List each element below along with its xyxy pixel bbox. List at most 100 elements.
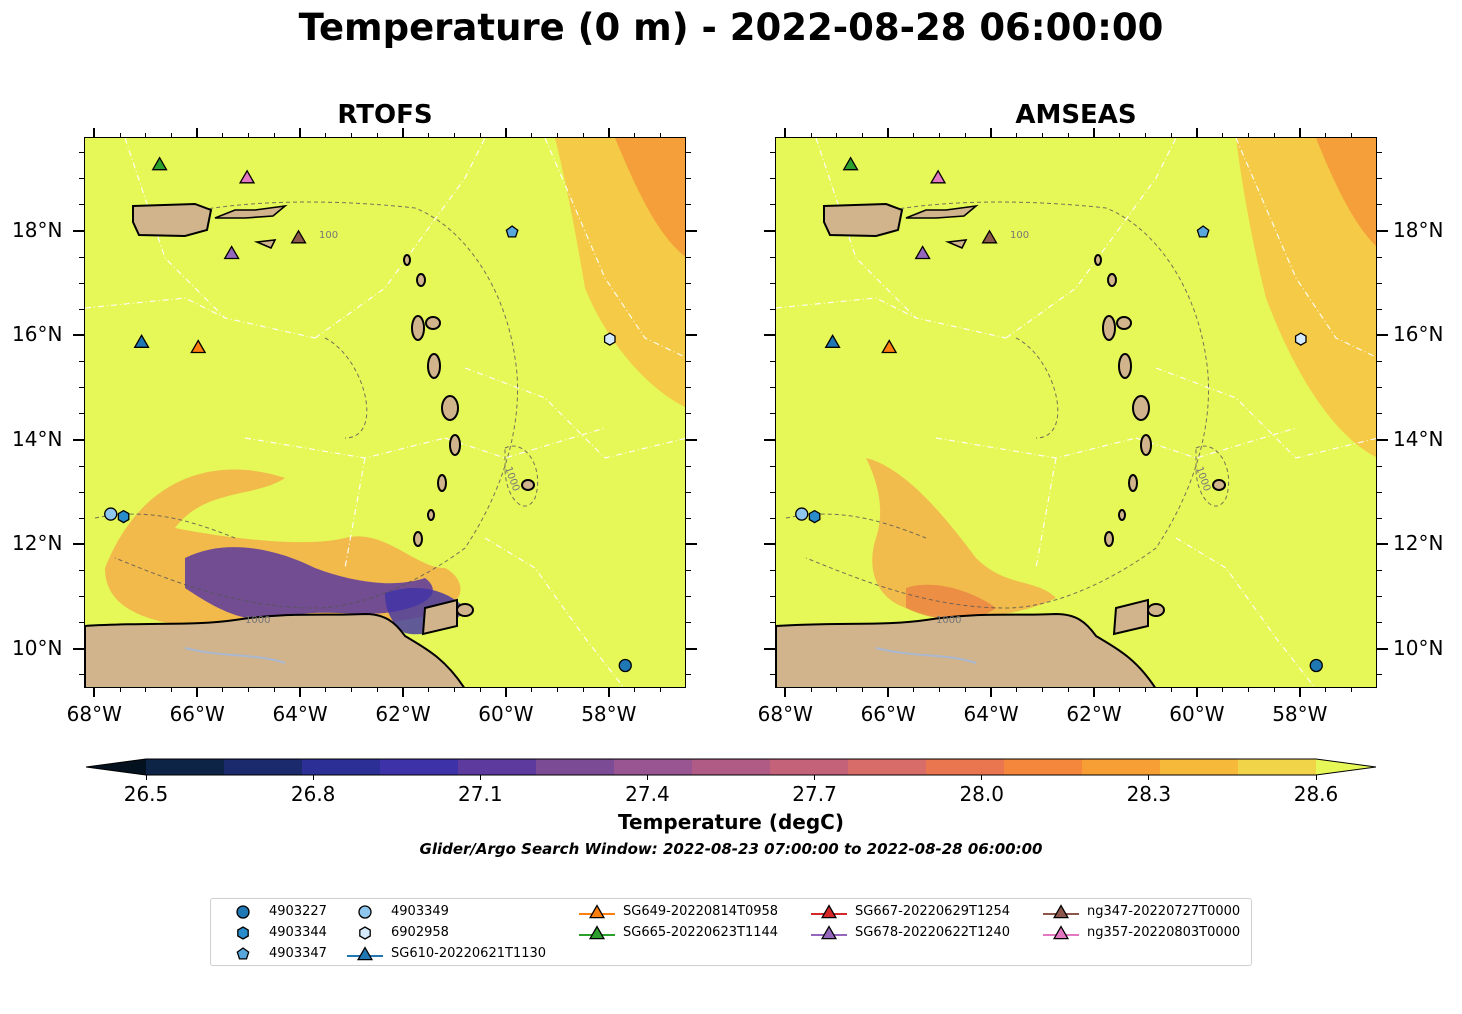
- axis-tick: [770, 230, 775, 232]
- axis-tick: [1196, 688, 1198, 692]
- map-panel-rtofs[interactable]: 100 1000 1000: [84, 137, 686, 688]
- platform-marker-ng347-20220727T0000: [290, 229, 307, 244]
- axis-tick: [990, 133, 992, 137]
- axis-tick: [79, 204, 84, 206]
- axis-tick: [770, 413, 775, 415]
- warm-water-core: [1316, 138, 1376, 247]
- axis-tick: [686, 334, 691, 336]
- axis-tick: [73, 647, 84, 650]
- axis-tick: [1144, 688, 1146, 692]
- panel-title-amseas: AMSEAS: [1015, 100, 1137, 130]
- colorbar-segment: [770, 759, 849, 775]
- platform-markers: [795, 156, 1323, 673]
- legend-marker: [347, 946, 383, 961]
- longitude-label: 64°W: [272, 702, 328, 726]
- axis-tick: [1377, 517, 1382, 519]
- axis-tick: [770, 204, 775, 206]
- colorbar-tick: [145, 775, 147, 780]
- axis-tick: [659, 133, 661, 137]
- axis-tick: [764, 543, 775, 546]
- axis-tick: [686, 543, 697, 546]
- axis-tick: [93, 128, 96, 137]
- longitude-label: 60°W: [478, 702, 534, 726]
- axis-tick: [1196, 133, 1198, 137]
- warm-water-core: [615, 138, 685, 257]
- colorbar-tick: [646, 775, 648, 780]
- axis-tick: [351, 133, 353, 137]
- axis-tick: [73, 438, 84, 441]
- axis-tick: [686, 230, 691, 232]
- land-trinidad: [421, 598, 458, 636]
- axis-tick: [325, 133, 327, 137]
- platform-marker-ng357-20220803T0000: [238, 169, 256, 184]
- latitude-label: 14°N: [1393, 426, 1444, 451]
- axis-tick: [770, 361, 775, 363]
- colorbar-segment: [926, 759, 1005, 775]
- colorbar-tick: [814, 775, 816, 780]
- colorbar-segment: [302, 759, 381, 775]
- axis-tick: [686, 569, 691, 571]
- axis-tick: [79, 569, 84, 571]
- axis-tick: [1377, 361, 1382, 363]
- axis-tick: [505, 133, 507, 137]
- axis-tick: [196, 128, 199, 137]
- axis-tick: [607, 128, 610, 137]
- legend-marker: [236, 905, 250, 919]
- isobath-label: 1000: [936, 615, 961, 626]
- axis-tick: [1222, 688, 1224, 692]
- land-south-america: [85, 612, 465, 687]
- axis-tick: [504, 688, 507, 697]
- legend-marker: [811, 925, 847, 940]
- latitude-label: 12°N: [12, 531, 63, 556]
- axis-tick: [1325, 688, 1327, 692]
- axis-tick: [1170, 133, 1172, 137]
- platform-marker-4903347: [1196, 225, 1210, 238]
- colorbar-tick-label: 26.5: [123, 782, 169, 806]
- colorbar-tick-label: 28.6: [1293, 782, 1339, 806]
- axis-tick: [608, 688, 610, 692]
- legend-marker: [1043, 904, 1079, 919]
- longitude-label: 58°W: [1272, 702, 1328, 726]
- map-panel-amseas[interactable]: 100 1000 1000: [775, 137, 1377, 688]
- platform-marker-SG665-20220623T1144: [151, 156, 168, 171]
- panel-title-rtofs: RTOFS: [337, 100, 433, 130]
- latitude-label: 10°N: [12, 635, 63, 660]
- legend-label: SG649-20220814T0958: [623, 904, 779, 919]
- axis-tick: [582, 688, 584, 692]
- axis-tick: [1067, 688, 1069, 692]
- axis-tick: [248, 133, 250, 137]
- platform-marker-SG649-20220814T0958: [881, 339, 898, 354]
- axis-tick: [608, 133, 610, 137]
- axis-tick: [770, 674, 775, 676]
- axis-tick: [770, 465, 775, 467]
- axis-tick: [887, 688, 890, 697]
- colorbar-tick-label: 28.3: [1126, 782, 1172, 806]
- axis-tick: [79, 674, 84, 676]
- axis-tick: [531, 133, 533, 137]
- axis-tick: [1247, 133, 1249, 137]
- axis-tick: [299, 688, 301, 692]
- land-lesser-antilles: [1094, 254, 1226, 617]
- axis-tick: [1093, 133, 1095, 137]
- colorbar-segment: [1082, 759, 1161, 775]
- axis-tick: [770, 569, 775, 571]
- colorbar-tick-label: 26.8: [290, 782, 336, 806]
- legend-marker: [811, 904, 847, 919]
- axis-tick: [770, 387, 775, 389]
- axis-tick: [73, 334, 84, 337]
- axis-tick: [402, 133, 404, 137]
- axis-tick: [79, 361, 84, 363]
- colorbar-segment: [458, 759, 537, 775]
- axis-tick: [770, 439, 775, 441]
- colorbar-segment: [848, 759, 927, 775]
- axis-tick: [196, 133, 198, 137]
- axis-tick: [770, 152, 775, 154]
- axis-tick: [1377, 152, 1382, 154]
- axis-tick: [686, 204, 691, 206]
- colorbar-tick-label: 27.7: [792, 782, 837, 806]
- axis-tick: [770, 178, 775, 180]
- axis-tick: [913, 688, 915, 692]
- colorbar-segment: [380, 759, 459, 775]
- axis-tick: [1377, 596, 1382, 598]
- axis-tick: [964, 688, 966, 692]
